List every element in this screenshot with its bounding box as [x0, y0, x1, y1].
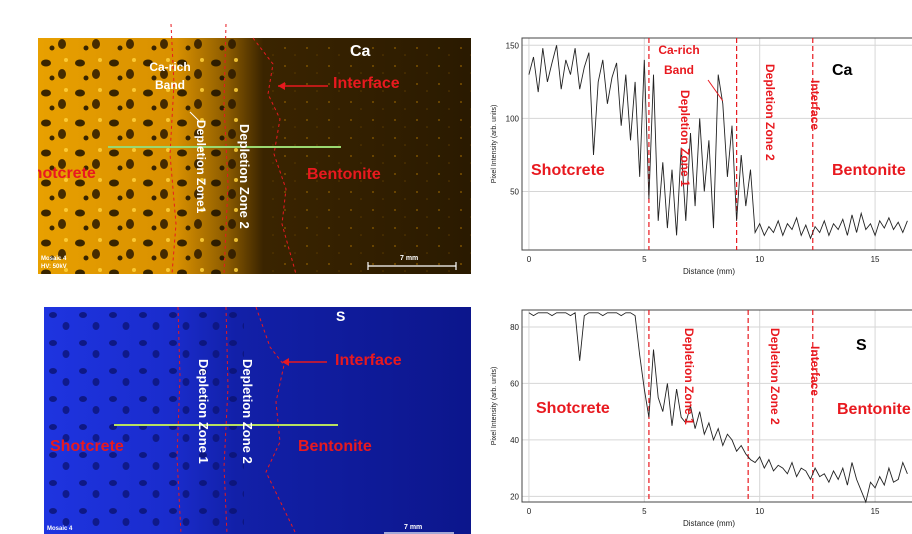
ca-profile-plot: 0 5 10 15 50 100 150 Distance (mm) Pixel Intensi…	[486, 28, 912, 283]
s-x-tick-label: 0	[527, 507, 532, 516]
s-plot-depletion-zone-1-label: Depletion Zone 1	[682, 328, 696, 425]
ca-plot-shotcrete-label: Shotcrete	[531, 162, 605, 179]
ca-plot-interface-label: Interface	[808, 80, 822, 131]
ca-y-tick-label: 50	[510, 188, 519, 197]
s-map-image	[44, 307, 471, 534]
ca-map-depletion-zone-2-label: Depletion Zone 2	[237, 124, 252, 229]
ca-x-tick-label: 5	[642, 255, 647, 264]
ca-map-shotcrete-label: Shotcrete	[38, 165, 96, 182]
ca-map-element-label: Ca	[350, 43, 371, 60]
ca-intensity-series	[528, 45, 908, 240]
ca-plot-band-arrow	[707, 79, 724, 102]
s-y-tick-label: 20	[510, 492, 519, 501]
ca-x-tick-label: 0	[527, 255, 532, 264]
ca-map-depletion-zone-1-label: Depletion Zone1	[194, 120, 208, 214]
ca-plot-ca-rich-band-label: Ca-rich Band	[658, 43, 700, 77]
ca-plot-frame	[521, 37, 912, 251]
s-x-tick-label: 5	[642, 507, 647, 516]
s-x-tick-label: 10	[755, 507, 764, 516]
ca-map-image	[38, 24, 471, 274]
ca-plot-depletion-zone-2-label: Depletion Zone 2	[763, 64, 777, 161]
s-plot-depletion-zone-2-label: Depletion Zone 2	[768, 328, 782, 425]
s-profile-plot: 0 5 10 15 20 40 60 80 Distance (mm) Pixel Intensi…	[486, 300, 912, 534]
ca-map-bentonite-label: Bentonite	[307, 166, 381, 183]
s-map: S Interface Shotcrete Bentonite Depletio…	[44, 307, 471, 534]
s-plot-frame	[521, 309, 912, 503]
ca-map: Ca Interface Shotcrete Bentonite Ca-rich…	[38, 24, 471, 274]
s-y-tick-label: 60	[510, 379, 519, 388]
ca-plot-element-label: Ca	[832, 62, 853, 79]
s-map-depletion-zone-2-label: Depletion Zone 2	[240, 359, 255, 464]
s-map-interface-label: Interface	[335, 352, 402, 369]
ca-plot-depletion-zone-1-label: Depletion Zone 1	[678, 90, 692, 187]
ca-plot-bentonite-label: Bentonite	[832, 162, 906, 179]
ca-map-interface-label: Interface	[333, 75, 400, 92]
s-map-depletion-zone-1-label: Depletion Zone 1	[196, 359, 211, 464]
s-map-bentonite-label: Bentonite	[298, 438, 372, 455]
ca-map-scale-label: 7 mm	[400, 255, 419, 262]
s-map-element-label: S	[336, 308, 346, 324]
s-plot-interface-label: Interface	[808, 346, 822, 397]
ca-x-tick-label: 10	[755, 255, 764, 264]
s-map-mosaic-label: Mosaic 4	[47, 526, 73, 532]
ca-y-tick-label: 150	[506, 41, 520, 50]
s-x-axis-label: Distance (mm)	[683, 519, 735, 528]
s-map-shotcrete-label: Shotcrete	[50, 438, 124, 455]
s-y-axis-label: Pixel Intensity (arb. units)	[491, 367, 498, 446]
ca-map-hv-label: HV: 50kV	[41, 264, 67, 270]
ca-y-axis-label: Pixel Intensity (arb. units)	[491, 105, 498, 184]
ca-profile-chart: 0 5 10 15 50 100 150 Distance (mm) Pixel Intensi…	[491, 37, 912, 276]
s-plot-bentonite-label: Bentonite	[837, 401, 911, 418]
s-profile-chart: 0 5 10 15 20 40 60 80 Distance (mm) Pixel Intensi…	[491, 309, 912, 528]
ca-x-axis-label: Distance (mm)	[683, 267, 735, 276]
ca-map-ca-rich-band-label: Ca-rich Band	[149, 60, 191, 92]
s-y-tick-label: 80	[510, 323, 519, 332]
s-plot-element-label: S	[856, 337, 867, 354]
s-map-scale-label: 7 mm	[404, 524, 423, 531]
ca-x-tick-label: 15	[871, 255, 880, 264]
ca-map-mosaic-label: Mosaic 4	[41, 256, 67, 262]
s-intensity-series	[528, 312, 908, 504]
s-y-tick-label: 40	[510, 436, 519, 445]
s-x-tick-label: 15	[871, 507, 880, 516]
s-plot-shotcrete-label: Shotcrete	[536, 400, 610, 417]
ca-y-tick-label: 100	[506, 114, 520, 123]
